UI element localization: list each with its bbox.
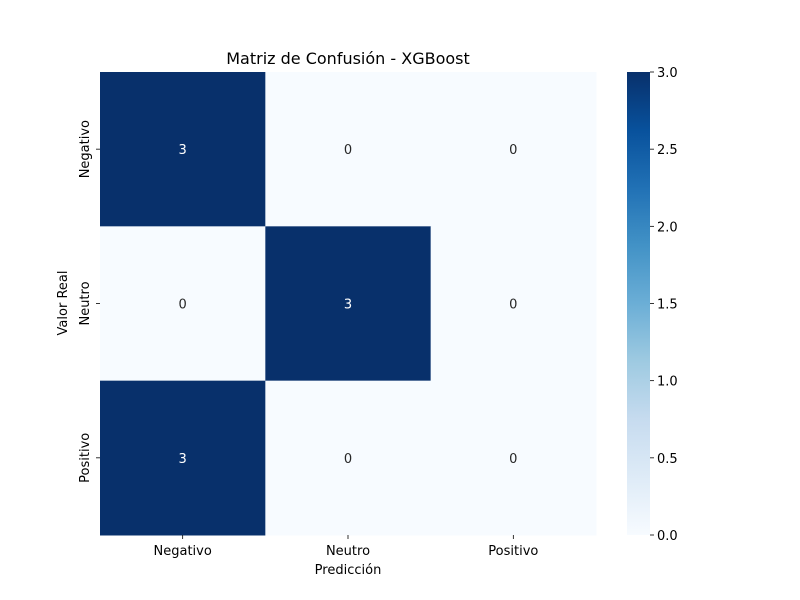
- heatmap-cell: [100, 72, 266, 227]
- x-tick-labels: Negativo Neutro Positivo: [154, 534, 538, 559]
- y-axis-label: Valor Real: [56, 271, 71, 336]
- colorbar-tick-label: 2.5: [657, 143, 678, 158]
- colorbar-tick-label: 0.0: [657, 529, 678, 544]
- cell-value-label: 0: [179, 297, 187, 312]
- cell-value-label: 0: [509, 143, 517, 158]
- colorbar: 0.0 0.5 1.0 1.5 2.0 2.5 3.0: [627, 66, 678, 544]
- y-tick-labels: Negativo Neutro Positivo: [78, 120, 100, 483]
- colorbar-tick-label: 3.0: [657, 66, 678, 81]
- cell-value-label: 3: [179, 452, 187, 467]
- heatmap-cell: [265, 72, 432, 227]
- heatmap-cell: [430, 226, 597, 382]
- x-tick-label: Positivo: [488, 544, 538, 559]
- heatmap-cell: [100, 226, 266, 382]
- heatmap-cell: [100, 380, 266, 536]
- heatmap-cell: [265, 380, 432, 536]
- colorbar-tick-label: 2.0: [657, 220, 678, 235]
- cell-value-label: 3: [344, 297, 352, 312]
- x-axis-label: Predicción: [315, 563, 382, 578]
- colorbar-ticks: 0.0 0.5 1.0 1.5 2.0 2.5 3.0: [650, 66, 678, 544]
- heatmap-cell: [430, 380, 597, 536]
- heatmap-cell: [430, 72, 597, 227]
- colorbar-tick-label: 0.5: [657, 452, 678, 467]
- x-tick-label: Neutro: [326, 544, 370, 559]
- y-tick-label: Negativo: [78, 120, 93, 178]
- cell-value-label: 0: [509, 297, 517, 312]
- cell-value-label: 0: [344, 143, 352, 158]
- chart-title: Matriz de Confusión - XGBoost: [226, 49, 470, 68]
- x-tick-label: Negativo: [154, 544, 212, 559]
- cell-value-label: 0: [344, 452, 352, 467]
- cell-value-label: 3: [179, 143, 187, 158]
- colorbar-tick-label: 1.5: [657, 298, 678, 313]
- heatmap-cell: [265, 226, 432, 382]
- colorbar-gradient: [627, 72, 650, 535]
- heatmap-cells: 3 0 0 0 3 0 3 0 0: [100, 72, 597, 536]
- colorbar-tick-label: 1.0: [657, 375, 678, 390]
- y-tick-label: Positivo: [78, 433, 93, 483]
- cell-value-label: 0: [509, 452, 517, 467]
- y-tick-label: Neutro: [78, 281, 93, 325]
